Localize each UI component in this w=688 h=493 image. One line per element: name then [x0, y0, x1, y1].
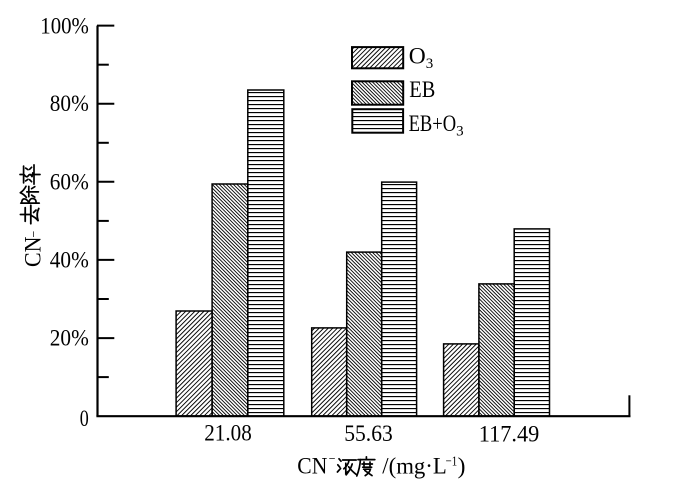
svg-text:0: 0 — [80, 406, 89, 432]
svg-text:80%: 80% — [50, 91, 89, 117]
svg-text:−: − — [329, 452, 336, 467]
svg-text:CN: CN — [297, 454, 327, 480]
svg-text:40%: 40% — [50, 247, 89, 273]
svg-text:117.49: 117.49 — [479, 421, 540, 447]
svg-text:100%: 100% — [40, 13, 89, 39]
svg-text:21.08: 21.08 — [204, 421, 252, 447]
svg-text:−: − — [27, 231, 42, 238]
svg-text:−1: −1 — [446, 454, 458, 469]
svg-text:/(mg·L: /(mg·L — [382, 454, 447, 480]
svg-text:20%: 20% — [50, 326, 89, 352]
svg-text:EB+O3: EB+O3 — [409, 111, 464, 140]
svg-text:60%: 60% — [50, 169, 89, 195]
svg-text:55.63: 55.63 — [344, 421, 393, 447]
svg-text:CN: CN — [21, 236, 46, 267]
svg-text:): ) — [458, 454, 466, 480]
svg-text:EB: EB — [409, 77, 435, 103]
